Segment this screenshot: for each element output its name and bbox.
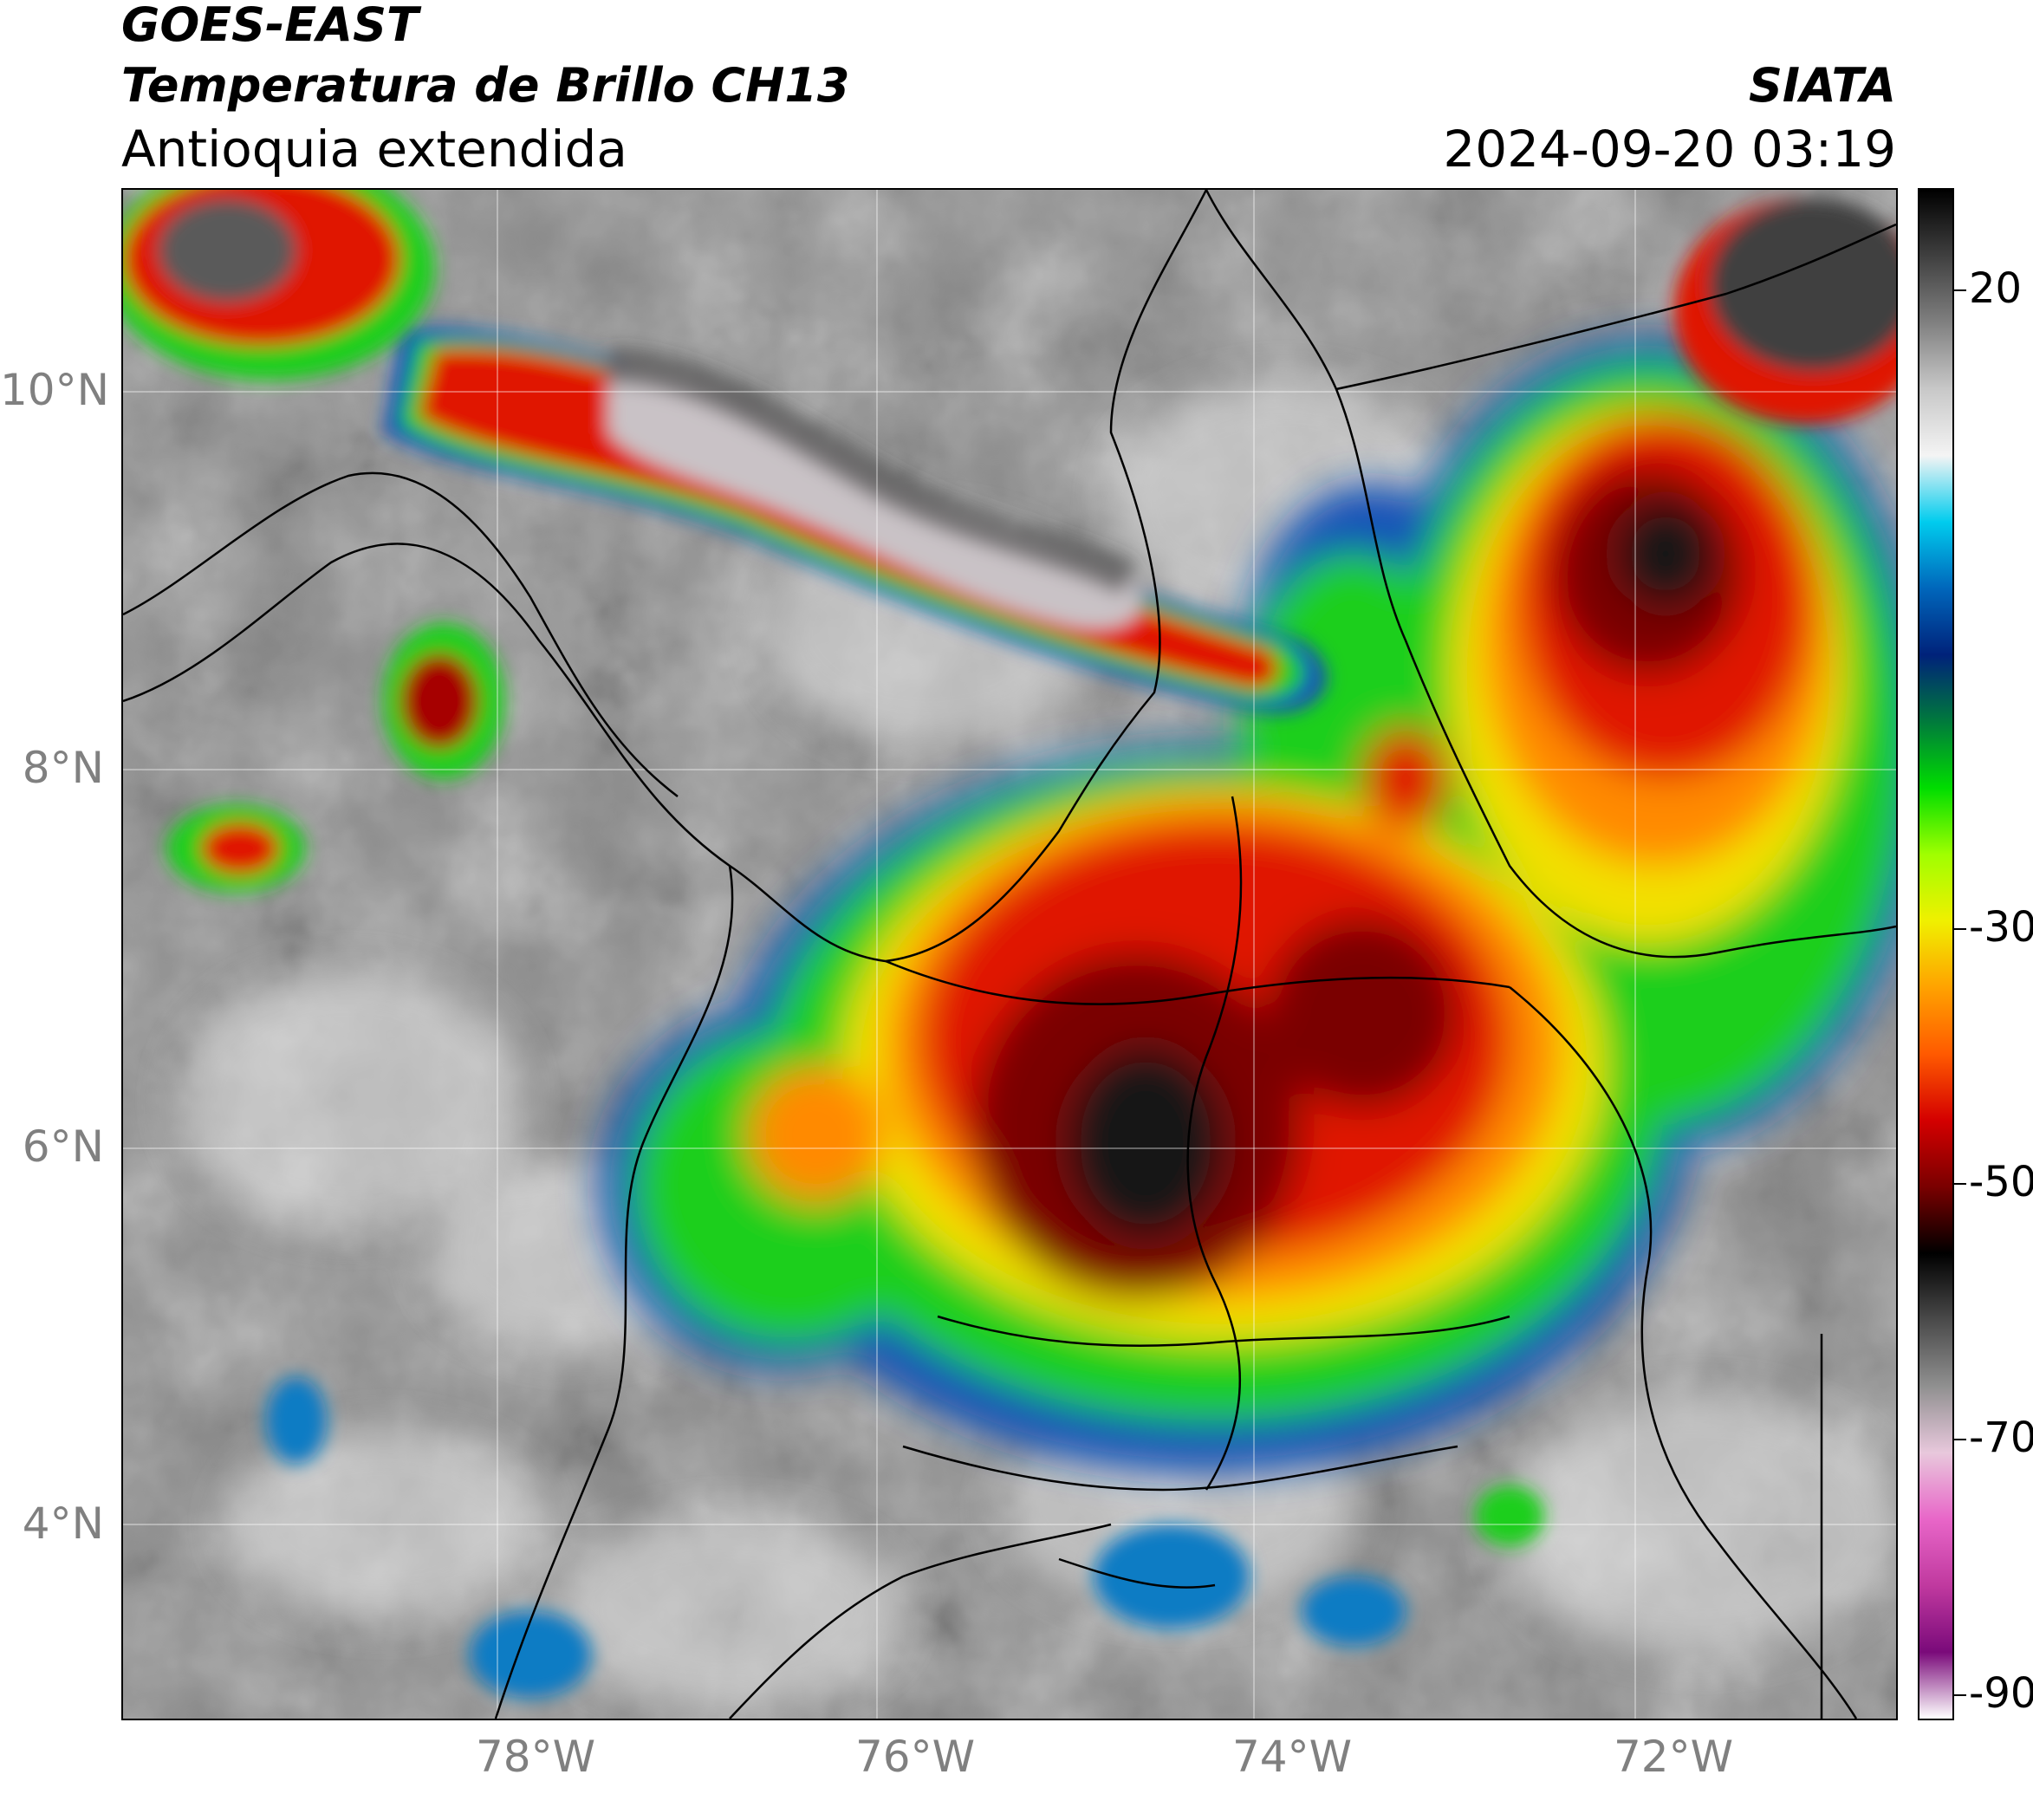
coastal-storm-band xyxy=(383,327,1327,713)
colorbar-tick-label: -30 xyxy=(1969,902,2033,952)
boundaries xyxy=(123,190,1896,1719)
lon-tick-78W: 78°W xyxy=(475,1732,596,1782)
isolated-cells xyxy=(166,623,1544,1698)
lat-tick-4N: 4°N xyxy=(22,1498,104,1549)
organization-label: SIATA xyxy=(1748,58,1896,113)
colorbar-tick-label: -50 xyxy=(1969,1158,2033,1207)
colorbar-tick-label: -90 xyxy=(1969,1668,2033,1718)
colorbar-tick-mark xyxy=(1954,1438,1966,1440)
timestamp-label: 2024-09-20 03:19 xyxy=(1443,120,1896,179)
colorbar-tick-label: 20 xyxy=(1969,263,2023,313)
graticule xyxy=(123,190,1896,1719)
temperature-colorbar xyxy=(1918,188,1954,1720)
colorbar-tick-mark xyxy=(1954,1693,1966,1696)
region-subtitle: Antioquia extendida xyxy=(121,120,627,179)
brightness-temperature-field xyxy=(123,190,1896,1719)
cloud-core-black xyxy=(1068,502,1713,1238)
lat-tick-10N: 10°N xyxy=(0,365,110,415)
lon-tick-76W: 76°W xyxy=(854,1732,976,1782)
lon-tick-72W: 72°W xyxy=(1613,1732,1734,1782)
colorbar-tick-label: -70 xyxy=(1969,1413,2033,1462)
colorbar-tick-mark xyxy=(1954,289,1966,291)
colorbar-tick-mark xyxy=(1954,927,1966,930)
colorbar-tick-mark xyxy=(1954,1183,1966,1186)
lon-tick-74W: 74°W xyxy=(1231,1732,1353,1782)
satellite-title: GOES-EAST xyxy=(121,0,419,52)
lat-tick-8N: 8°N xyxy=(22,743,104,793)
lat-tick-6N: 6°N xyxy=(22,1121,104,1172)
convective-cloud-system xyxy=(600,337,1896,1472)
product-title: Temperatura de Brillo CH13 xyxy=(121,58,850,113)
satellite-map xyxy=(121,188,1898,1720)
